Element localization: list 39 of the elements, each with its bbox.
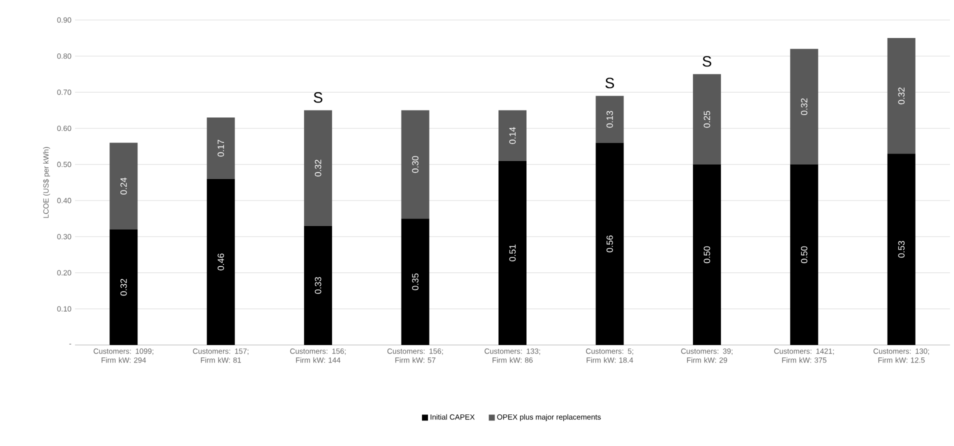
data-label: 0.25 [704, 110, 710, 128]
bar [790, 48, 818, 164]
data-label: 0.53 [898, 240, 905, 258]
annotation: S [702, 56, 712, 67]
bar [401, 218, 430, 345]
data-label: 0.13 [606, 110, 613, 128]
bar [498, 160, 527, 345]
data-label: 0.32 [800, 98, 808, 116]
data-label: 0.17 [218, 140, 224, 157]
annotation: S [314, 92, 322, 103]
data-label: 0.24 [120, 178, 127, 194]
data-label: 0.50 [704, 246, 710, 264]
data-label: 0.50 [800, 246, 808, 264]
data-label: 0.30 [412, 156, 418, 173]
bar [692, 74, 721, 164]
bar [596, 96, 624, 143]
data-label: 0.46 [218, 254, 224, 270]
annotation: S [605, 78, 614, 88]
bar [790, 164, 818, 345]
data-label: 0.51 [509, 244, 516, 262]
bar [206, 178, 235, 345]
data-label: 0.32 [120, 278, 127, 296]
data-label: 0.56 [606, 236, 613, 252]
bar [887, 38, 916, 154]
bar [692, 164, 721, 345]
data-label: 0.14 [509, 127, 516, 144]
data-label: 0.32 [314, 160, 322, 176]
data-label: 0.32 [898, 88, 905, 104]
bar [304, 110, 332, 226]
bar [304, 226, 332, 345]
bar [401, 110, 430, 219]
data-label: 0.33 [314, 277, 322, 294]
bar [596, 142, 624, 345]
bar [110, 142, 138, 230]
data-label: 0.35 [412, 273, 418, 290]
bar [206, 118, 235, 179]
bar [887, 154, 916, 345]
bar [498, 110, 527, 161]
bar [110, 229, 138, 345]
